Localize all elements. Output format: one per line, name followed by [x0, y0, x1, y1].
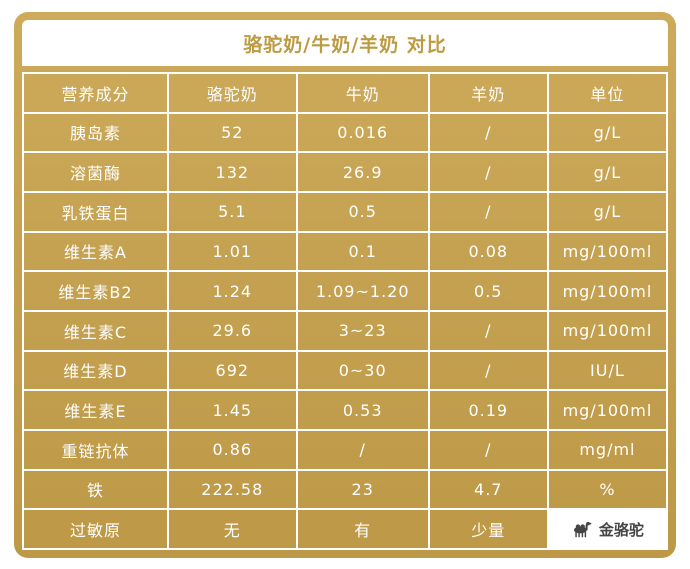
brand-name: 金骆驼 — [598, 520, 644, 539]
value-cell: / — [427, 428, 549, 471]
value-cell: 1.01 — [166, 230, 298, 273]
table-row: 乳铁蛋白 5.1 0.5/g/L — [22, 190, 669, 233]
value-cell: 4.7 — [427, 468, 549, 511]
value-cell: mg/100ml — [546, 230, 669, 273]
comparison-card: 骆驼奶/牛奶/羊奶 对比 营养成分 骆驼奶 牛奶 羊奶 单位 胰岛素 52 0.016/g/L… — [14, 12, 676, 558]
value-cell: / — [427, 190, 549, 233]
header-cell: 营养成分 — [22, 72, 169, 114]
value-cell: 52 — [166, 111, 298, 154]
header-cell: 牛奶 — [295, 72, 430, 114]
value-cell: mg/ml — [546, 428, 669, 471]
value-cell: mg/100ml — [546, 270, 669, 312]
value-cell: 0~30 — [295, 349, 430, 392]
table-row: 重链抗体 0.86// mg/ml — [22, 428, 669, 471]
value-cell: 5.1 — [166, 190, 298, 233]
value-cell: 0.53 — [295, 389, 430, 431]
value-cell: 维生素B2 — [22, 270, 169, 312]
header-cell: 骆驼奶 — [166, 72, 298, 114]
value-cell: / — [295, 428, 430, 471]
value-cell: 1.24 — [166, 270, 298, 312]
value-cell: 0.19 — [427, 389, 549, 431]
table-row: 维生素E 1.45 0.53 0.19 mg/100ml — [22, 389, 669, 431]
brand-logo: 金骆驼 — [550, 519, 665, 540]
value-cell: IU/L — [546, 349, 669, 392]
value-cell: / — [427, 309, 549, 352]
value-cell: 有 — [295, 508, 430, 550]
value-cell: g/L — [546, 190, 669, 233]
value-cell: 26.9 — [295, 151, 430, 193]
value-cell: 23 — [295, 468, 430, 511]
header-cell: 单位 — [546, 72, 669, 114]
value-cell: 乳铁蛋白 — [22, 190, 169, 233]
comparison-table: 营养成分 骆驼奶 牛奶 羊奶 单位 胰岛素 52 0.016/g/L 溶菌酶 132 26.9/g/… — [22, 72, 669, 550]
table-row: 铁 222.58 23 4.7% — [22, 468, 669, 511]
value-cell: 1.09~1.20 — [295, 270, 430, 312]
value-cell: 维生素C — [22, 309, 169, 352]
value-cell: / — [427, 111, 549, 154]
value-cell: 0.1 — [295, 230, 430, 273]
value-cell: / — [427, 151, 549, 193]
value-cell: g/L — [546, 111, 669, 154]
value-cell: 0.08 — [427, 230, 549, 273]
value-cell: 无 — [166, 508, 298, 550]
value-cell: 溶菌酶 — [22, 151, 169, 193]
table-row: 维生素A 1.01 0.1 0.08 mg/100ml — [22, 230, 669, 273]
value-cell: 胰岛素 — [22, 111, 169, 154]
value-cell: 0.5 — [295, 190, 430, 233]
value-cell: 维生素A — [22, 230, 169, 273]
value-cell: % — [546, 468, 669, 511]
value-cell: 重链抗体 — [22, 428, 169, 471]
value-cell: mg/100ml — [546, 309, 669, 352]
value-cell: 29.6 — [166, 309, 298, 352]
value-cell: g/L — [546, 151, 669, 193]
value-cell: 0.5 — [427, 270, 549, 312]
page-title: 骆驼奶/牛奶/羊奶 对比 — [243, 33, 447, 56]
value-cell: 0.016 — [295, 111, 430, 154]
table-row: 溶菌酶 132 26.9/g/L — [22, 151, 669, 193]
value-cell: 维生素E — [22, 389, 169, 431]
title-bar: 骆驼奶/牛奶/羊奶 对比 — [22, 20, 668, 66]
brand-logo-cell: 金骆驼 — [546, 508, 669, 550]
table-row: 维生素C 29.6 3~23/mg/100ml — [22, 309, 669, 352]
value-cell: 132 — [166, 151, 298, 193]
value-cell: 3~23 — [295, 309, 430, 352]
value-cell: / — [427, 349, 549, 392]
value-cell: 过敏原 — [22, 508, 169, 550]
value-cell: 692 — [166, 349, 298, 392]
header-cell: 羊奶 — [427, 72, 549, 114]
table-row: 维生素B2 1.24 1.09~1.20 0.5 mg/100ml — [22, 270, 669, 312]
value-cell: 1.45 — [166, 389, 298, 431]
table-row: 过敏原无有少量 金骆驼 — [22, 508, 669, 550]
camel-icon — [573, 521, 592, 538]
value-cell: 铁 — [22, 468, 169, 511]
value-cell: 0.86 — [166, 428, 298, 471]
table-row: 胰岛素 52 0.016/g/L — [22, 111, 669, 154]
value-cell: 维生素D — [22, 349, 169, 392]
header-row: 营养成分 骆驼奶 牛奶 羊奶 单位 — [22, 72, 669, 114]
table-body: 营养成分 骆驼奶 牛奶 羊奶 单位 胰岛素 52 0.016/g/L 溶菌酶 132 26.9/g/… — [22, 72, 669, 550]
value-cell: mg/100ml — [546, 389, 669, 431]
value-cell: 222.58 — [166, 468, 298, 511]
value-cell: 少量 — [427, 508, 549, 550]
table-row: 维生素D 692 0~30/IU/L — [22, 349, 669, 392]
